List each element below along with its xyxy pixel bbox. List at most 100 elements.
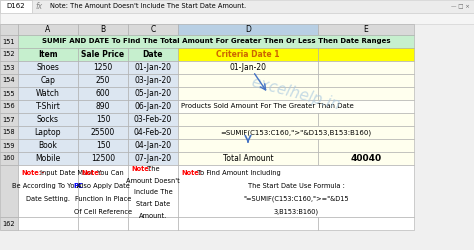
Bar: [0, 61, 18, 74]
Text: 600: 600: [96, 89, 110, 98]
Text: Note:: Note:: [81, 170, 101, 176]
Bar: [318, 24, 414, 35]
Bar: [178, 100, 414, 113]
Bar: [178, 48, 318, 61]
Text: 151: 151: [3, 38, 15, 44]
Bar: [128, 217, 178, 230]
Bar: [18, 74, 78, 87]
Bar: [128, 61, 178, 74]
Text: 250: 250: [96, 76, 110, 85]
Bar: [0, 100, 18, 113]
Bar: [318, 61, 414, 74]
Bar: [18, 87, 78, 100]
Text: 150: 150: [96, 115, 110, 124]
Bar: [178, 139, 318, 152]
Bar: [178, 113, 318, 126]
Text: B: B: [100, 25, 106, 34]
Text: 01-Jan-20: 01-Jan-20: [229, 63, 266, 72]
Bar: [18, 126, 78, 139]
Bar: [318, 139, 414, 152]
Bar: [0, 0, 474, 13]
Text: Of Cell Reference: Of Cell Reference: [74, 209, 132, 215]
Bar: [0, 24, 18, 35]
Bar: [0, 113, 18, 126]
Text: Criteria Date 1: Criteria Date 1: [216, 50, 280, 59]
Text: Book: Book: [38, 141, 57, 150]
Bar: [318, 113, 414, 126]
Bar: [318, 152, 414, 165]
Text: Start Date: Start Date: [136, 201, 170, 207]
Bar: [128, 48, 178, 61]
Text: Note:: Note:: [181, 170, 201, 176]
Bar: [18, 217, 78, 230]
Bar: [78, 48, 128, 61]
Text: 156: 156: [3, 104, 15, 110]
Bar: [128, 152, 178, 165]
Text: To Find Amount Including: To Find Amount Including: [195, 170, 281, 176]
Text: Also Apply Date: Also Apply Date: [77, 183, 129, 189]
Text: 154: 154: [3, 78, 15, 84]
Bar: [18, 61, 78, 74]
Bar: [78, 74, 128, 87]
Text: — □ ×: — □ ×: [451, 4, 470, 9]
Text: Amount.: Amount.: [139, 213, 167, 219]
Text: 150: 150: [96, 141, 110, 150]
Bar: [0, 13, 474, 24]
Bar: [78, 24, 128, 35]
Bar: [0, 48, 18, 61]
Text: Laptop: Laptop: [35, 128, 61, 137]
Bar: [178, 152, 318, 165]
Bar: [128, 126, 178, 139]
Bar: [78, 100, 128, 113]
Text: 04-Feb-20: 04-Feb-20: [134, 128, 172, 137]
Text: 1250: 1250: [93, 63, 113, 72]
Text: Be According To Your: Be According To Your: [12, 183, 84, 189]
Text: C: C: [150, 25, 155, 34]
Text: 152: 152: [3, 52, 15, 58]
Bar: [78, 126, 128, 139]
Bar: [318, 217, 414, 230]
Text: 160: 160: [3, 156, 15, 162]
Bar: [318, 87, 414, 100]
Bar: [78, 113, 128, 126]
Bar: [0, 87, 18, 100]
Text: Total Amount: Total Amount: [223, 154, 273, 163]
Text: SUMIF AND DATE To Find The Total Amount For Greater Then Or Less Then Date Range: SUMIF AND DATE To Find The Total Amount …: [42, 38, 390, 44]
Text: 03-Jan-20: 03-Jan-20: [135, 76, 172, 85]
Text: 07-Jan-20: 07-Jan-20: [135, 154, 172, 163]
Bar: [18, 24, 78, 35]
Bar: [128, 100, 178, 113]
Bar: [178, 217, 318, 230]
Bar: [18, 152, 78, 165]
Bar: [178, 87, 318, 100]
Bar: [18, 165, 78, 217]
Bar: [18, 100, 78, 113]
Text: 04-Jan-20: 04-Jan-20: [135, 141, 172, 150]
Text: Shoes: Shoes: [36, 63, 59, 72]
Text: You Can: You Can: [95, 170, 124, 176]
Bar: [78, 61, 128, 74]
Bar: [78, 165, 128, 217]
Bar: [0, 217, 18, 230]
Bar: [78, 87, 128, 100]
Bar: [18, 113, 78, 126]
Bar: [178, 61, 318, 74]
Text: E: E: [364, 25, 368, 34]
Text: The Start Date Use Formula :: The Start Date Use Formula :: [247, 183, 345, 189]
Text: 06-Jan-20: 06-Jan-20: [135, 102, 172, 111]
Text: =SUMIF(C153:C160,">"&D153,B153:B160): =SUMIF(C153:C160,">"&D153,B153:B160): [220, 129, 372, 136]
Text: 155: 155: [3, 90, 15, 96]
Text: 03-Feb-20: 03-Feb-20: [134, 115, 172, 124]
Text: Sale Price: Sale Price: [82, 50, 125, 59]
Bar: [0, 165, 18, 217]
Text: T-Shirt: T-Shirt: [36, 102, 61, 111]
Bar: [178, 24, 318, 35]
Bar: [318, 48, 414, 61]
Text: fx: fx: [35, 2, 42, 11]
Bar: [128, 24, 178, 35]
Bar: [0, 152, 18, 165]
Text: Item: Item: [38, 50, 58, 59]
Bar: [128, 165, 178, 217]
Bar: [178, 126, 414, 139]
Text: Products Sold Amount For The Greater Than Date: Products Sold Amount For The Greater Tha…: [181, 104, 354, 110]
